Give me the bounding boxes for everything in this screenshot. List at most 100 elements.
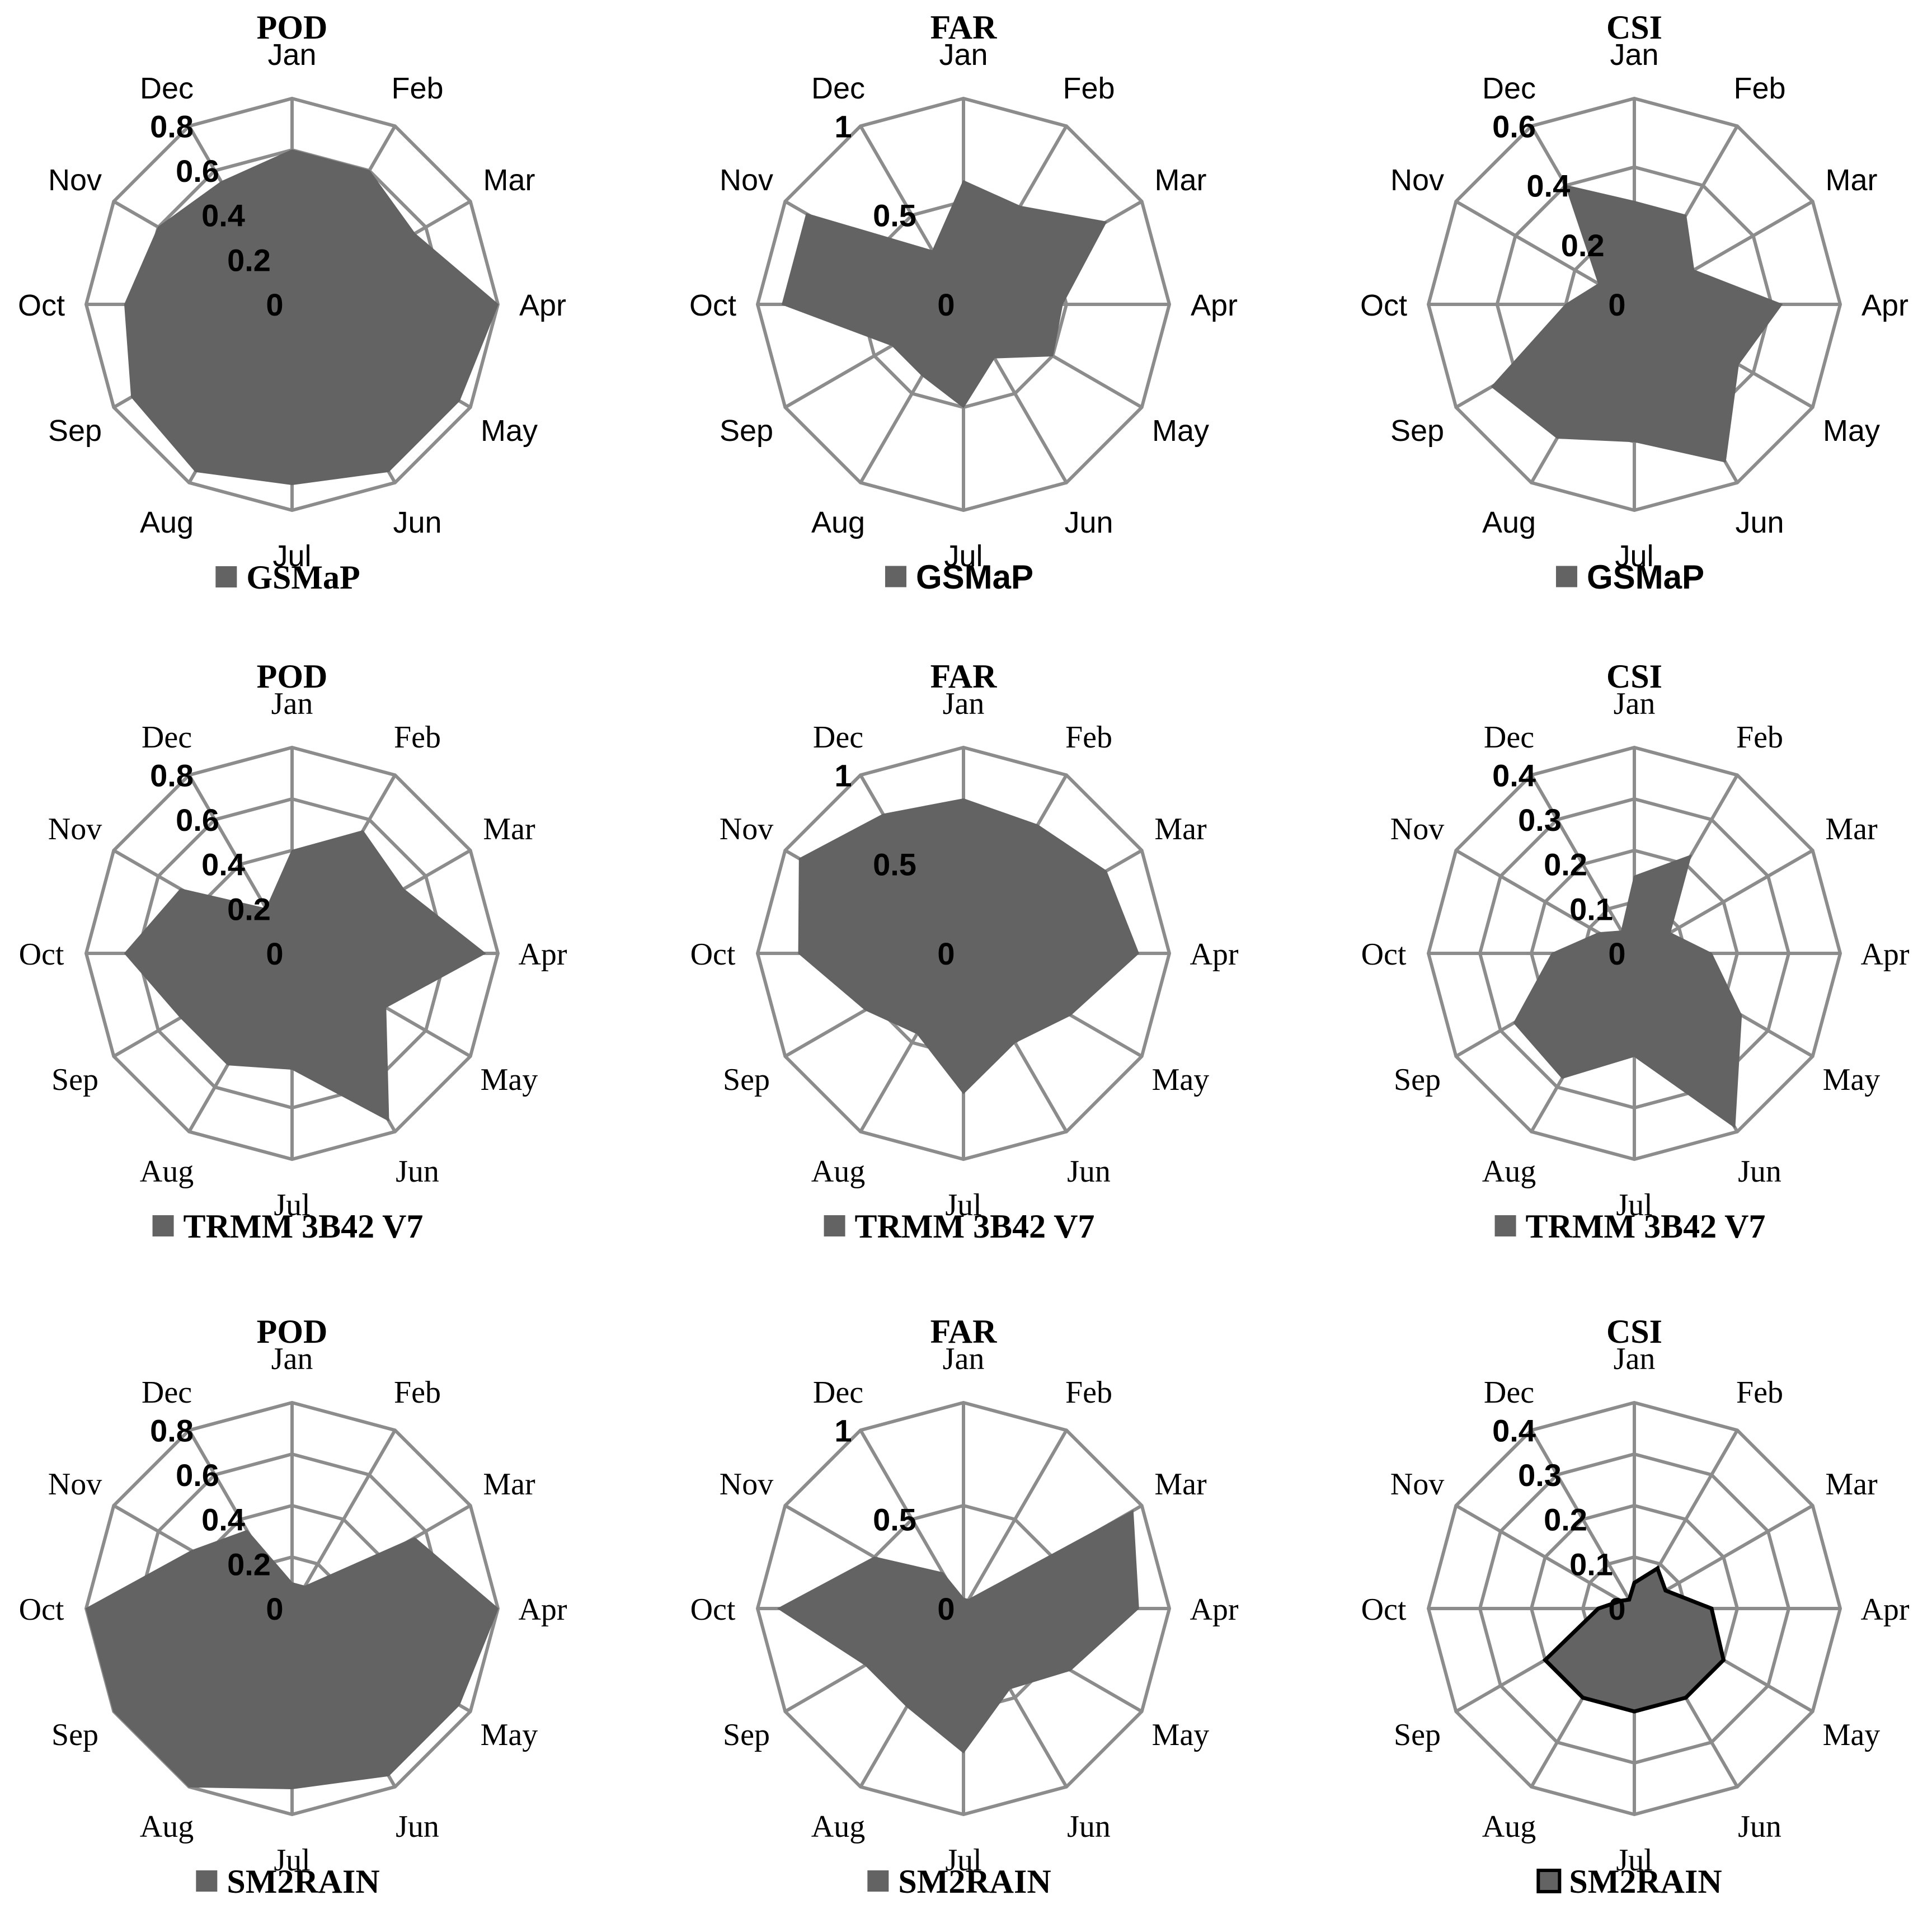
chart-title: CSI [1606,9,1662,46]
category-label-sep: Sep [720,414,773,448]
category-label-aug: Aug [1482,1154,1536,1189]
legend-swatch [196,1870,218,1892]
category-label-jan: Jan [271,686,313,721]
category-label-may: May [1823,1062,1881,1097]
category-label-jun: Jun [1735,506,1784,539]
series-area-far-gsmap [781,180,1107,408]
category-label-apr: Apr [518,1592,567,1627]
category-label-may: May [481,414,538,448]
series-area-csi-sm2rain [1542,1565,1726,1714]
category-label-mar: Mar [483,812,535,847]
tick-label: 1 [834,758,852,793]
category-label-jun: Jun [1738,1154,1781,1189]
series-area-pod-gsmap [124,149,499,486]
category-label-apr: Apr [1862,289,1909,322]
category-label-feb: Feb [1065,720,1112,755]
category-label-apr: Apr [1190,937,1238,972]
category-label-aug: Aug [811,1154,865,1189]
category-label-mar: Mar [1154,163,1206,197]
tick-label: 0.8 [150,758,194,793]
category-label-feb: Feb [1736,1375,1783,1410]
radar-panel-csi-sm2rain: CSIJanFebMarAprMayJunJulAugSepOctNovDec0… [1361,1313,1910,1900]
category-label-dec: Dec [1482,72,1536,105]
category-label-apr: Apr [1191,289,1238,322]
category-label-feb: Feb [1736,720,1783,755]
category-label-feb: Feb [1733,72,1785,105]
tick-label: 0 [1608,936,1625,971]
legend-label: SM2RAIN [898,1863,1051,1900]
category-label-apr: Apr [1190,1592,1238,1627]
category-label-dec: Dec [813,720,863,755]
category-label-sep: Sep [1390,414,1444,448]
tick-label: 0 [1608,287,1625,322]
tick-label: 0 [266,1591,283,1626]
category-label-sep: Sep [51,1062,98,1097]
legend-label: TRMM 3B42 V7 [184,1208,424,1245]
category-label-sep: Sep [723,1718,770,1752]
tick-label: 0.2 [227,242,271,278]
tick-label: 0.4 [1526,168,1570,204]
legend-swatch [1494,1215,1516,1236]
series-area-csi-trmm-3b42-v7 [1513,854,1742,1128]
category-label-aug: Aug [140,1154,194,1189]
category-label-aug: Aug [811,1809,865,1844]
category-label-sep: Sep [48,414,102,448]
category-label-oct: Oct [1361,1592,1407,1627]
category-label-mar: Mar [483,163,535,197]
category-label-may: May [1152,414,1209,448]
category-label-jun: Jun [1738,1809,1781,1844]
category-label-jul: Jul [274,1188,310,1222]
category-label-may: May [481,1062,538,1097]
category-label-nov: Nov [48,1467,102,1502]
category-label-dec: Dec [813,1375,863,1410]
tick-label: 0.2 [1561,228,1605,263]
category-label-mar: Mar [1154,812,1207,847]
tick-label: 0.2 [227,1546,271,1582]
category-label-sep: Sep [723,1062,770,1097]
category-label-feb: Feb [1065,1375,1112,1410]
category-label-aug: Aug [140,506,194,539]
radar-panel-pod-sm2rain: PODJanFebMarAprMayJunJulAugSepOctNovDec0… [19,1313,567,1900]
category-label-jul: Jul [945,1188,981,1222]
chart-title: POD [257,9,328,46]
category-label-jul: Jul [944,539,983,573]
series-area-csi-gsmap [1491,185,1783,463]
category-label-may: May [481,1718,538,1752]
category-label-oct: Oct [18,289,65,322]
chart-title: FAR [930,9,998,46]
series-area-pod-trmm-3b42-v7 [124,830,486,1122]
legend-label: SM2RAIN [227,1863,379,1900]
category-label-oct: Oct [690,1592,736,1627]
legend-label: TRMM 3B42 V7 [855,1208,1095,1245]
category-label-jun: Jun [396,1809,439,1844]
chart-title: POD [257,1313,328,1350]
legend-swatch [215,566,237,587]
tick-label: 0.6 [1492,109,1536,144]
tick-label: 1 [834,109,852,144]
spoke-feb [962,1429,1068,1610]
category-label-oct: Oct [19,1592,64,1627]
category-label-jul: Jul [945,1843,981,1878]
tick-label: 0.4 [1492,758,1536,793]
radar-panel-pod-trmm-3b42-v7: PODJanFebMarAprMayJunJulAugSepOctNovDec0… [19,658,567,1245]
category-label-nov: Nov [48,812,102,847]
category-label-aug: Aug [140,1809,194,1844]
category-label-apr: Apr [518,937,567,972]
category-label-jul: Jul [272,539,311,573]
tick-label: 0.4 [201,198,245,233]
category-label-feb: Feb [394,1375,441,1410]
tick-label: 0.2 [1544,847,1587,882]
category-label-nov: Nov [1390,163,1444,197]
category-label-feb: Feb [1063,72,1115,105]
category-label-jan: Jan [1614,686,1656,721]
legend-swatch [885,566,906,587]
tick-label: 0 [266,936,283,971]
tick-label: 0.6 [176,1457,219,1493]
legend-swatch [1555,566,1577,587]
legend-swatch [152,1215,174,1236]
category-label-mar: Mar [483,1467,535,1502]
tick-label: 0.1 [1569,1546,1613,1582]
category-label-nov: Nov [720,812,773,847]
